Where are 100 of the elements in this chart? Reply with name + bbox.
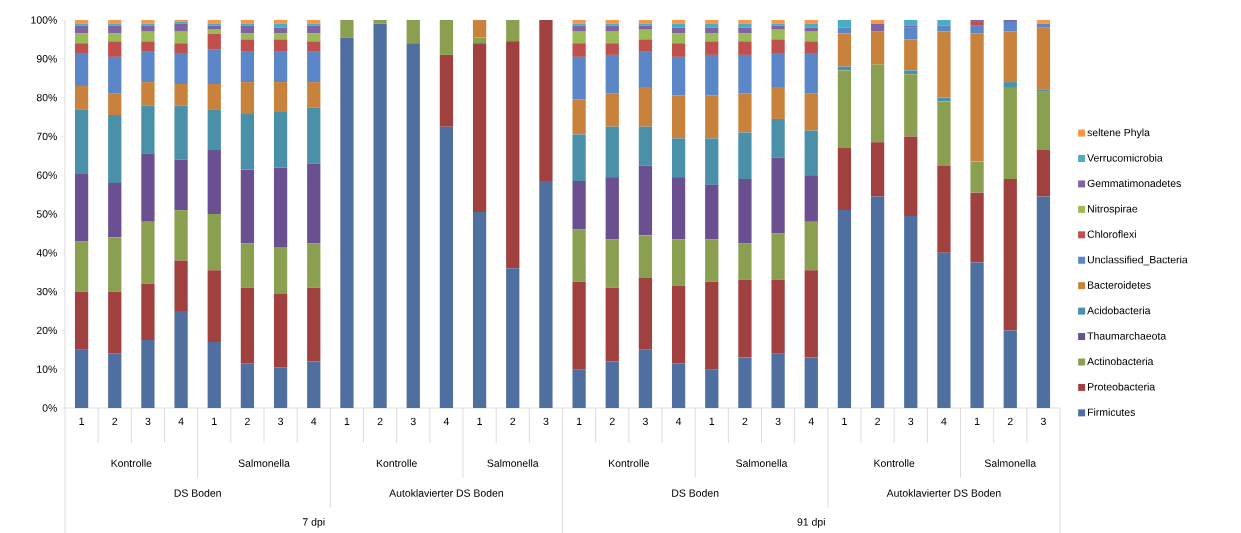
text: Kontrolle [376, 459, 417, 467]
bar [837, 210, 852, 408]
bar [373, 20, 387, 24]
bar [141, 25, 155, 32]
bar [804, 41, 818, 53]
bar [74, 33, 89, 44]
bar [738, 179, 752, 244]
bar [340, 20, 354, 38]
bar [671, 33, 686, 44]
bar [937, 20, 951, 26]
bar [506, 20, 520, 42]
bar [273, 246, 288, 294]
y-tick-label: 60% [36, 171, 57, 179]
bar [937, 252, 951, 408]
bar [240, 363, 255, 408]
bar [273, 293, 288, 368]
x-tick-label: 3 [1040, 417, 1046, 426]
bar [572, 31, 586, 44]
bar [572, 99, 586, 135]
bar [837, 148, 852, 211]
bar [605, 43, 619, 55]
bar [108, 353, 122, 408]
bar [273, 167, 288, 247]
bar [174, 31, 188, 44]
bar [970, 192, 984, 263]
bar [970, 161, 984, 193]
bar [240, 51, 255, 83]
bar [970, 33, 984, 162]
x-tick-label: 3 [908, 417, 914, 426]
bar [837, 70, 852, 149]
bar [207, 149, 221, 214]
x-tick-label: 4 [675, 417, 682, 425]
x-tick-label: 1 [576, 417, 582, 425]
bar [904, 215, 918, 408]
bar [108, 291, 122, 354]
bar [307, 41, 321, 52]
bar [141, 153, 155, 222]
legend-label: Verrucomicrobia [1087, 153, 1163, 162]
bar [174, 210, 188, 261]
legend-label: Chloroflexi [1087, 230, 1136, 238]
legend-label: Unclassified_Bacteria [1087, 255, 1188, 266]
bar [605, 361, 619, 408]
legend-label: Acidobacteria [1087, 306, 1151, 315]
bar [837, 20, 852, 28]
bar [638, 29, 653, 40]
bar [771, 279, 785, 354]
legend-label: seltene Phyla [1087, 128, 1150, 139]
bar [240, 82, 255, 114]
y-tick-label: 40% [36, 249, 57, 257]
bar [572, 43, 586, 57]
bar [273, 367, 288, 408]
bar [141, 51, 155, 83]
bar [1003, 31, 1017, 83]
bar [74, 43, 89, 53]
bar [738, 41, 752, 55]
bar [108, 93, 122, 116]
bar [273, 27, 288, 34]
bar [572, 181, 586, 230]
bar [74, 52, 89, 86]
x-tick-label: 3 [410, 417, 416, 426]
bar [771, 87, 785, 119]
bar [572, 369, 586, 408]
bar [273, 20, 288, 24]
bar [638, 349, 653, 408]
bar [74, 241, 89, 292]
bar [870, 196, 885, 408]
bar [605, 177, 619, 240]
x-tick-label: 4 [808, 417, 814, 425]
bar [506, 268, 520, 408]
bar [307, 287, 321, 362]
bar [904, 27, 918, 40]
bar [406, 20, 420, 44]
bar [307, 163, 321, 244]
text: Kontrolle [111, 459, 152, 467]
bar [671, 239, 686, 286]
bar [74, 349, 89, 408]
bar [638, 235, 653, 279]
bar [240, 287, 255, 364]
bar [307, 361, 321, 408]
y-tick-label: 20% [36, 326, 57, 335]
bar [273, 51, 288, 83]
bar [207, 25, 221, 30]
bar [240, 25, 255, 34]
bar [904, 136, 918, 216]
bar [804, 31, 818, 42]
bar [937, 31, 951, 98]
x-tick-label: 1 [477, 417, 482, 425]
text: Autoklavierter DS Boden [389, 489, 503, 497]
bar [174, 159, 188, 211]
bar [108, 237, 122, 292]
bar [904, 70, 918, 75]
bar [804, 52, 818, 94]
bar [605, 25, 619, 32]
bar [1003, 82, 1017, 88]
bar [705, 23, 719, 28]
bar [671, 56, 686, 96]
bar [1036, 23, 1051, 28]
bar [506, 41, 520, 269]
bar [472, 37, 487, 44]
bar [671, 23, 686, 28]
